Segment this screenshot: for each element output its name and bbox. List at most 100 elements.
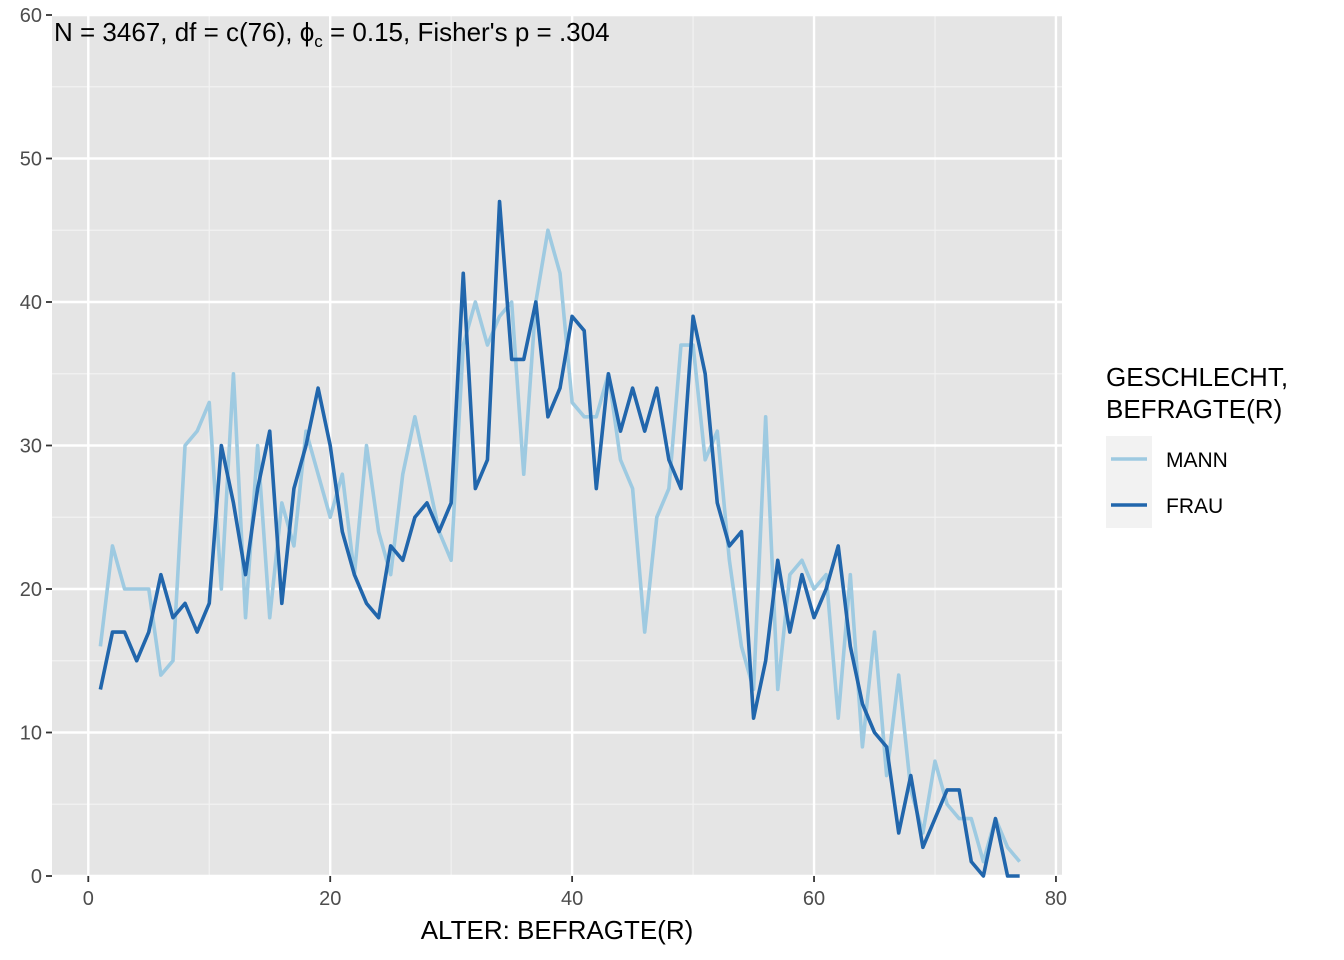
grid-major bbox=[52, 13, 1062, 878]
data-point-frau bbox=[135, 659, 138, 662]
data-point-frau bbox=[861, 702, 864, 705]
x-axis: 0 20 40 60 80 bbox=[83, 876, 1067, 910]
data-point-frau bbox=[196, 631, 199, 634]
data-point-frau bbox=[788, 631, 791, 634]
data-point-frau bbox=[643, 430, 646, 433]
data-point-frau bbox=[873, 731, 876, 734]
data-point-frau bbox=[595, 487, 598, 490]
y-axis: 0 10 20 30 40 50 60 bbox=[20, 5, 52, 888]
legend: GESCHLECHT, BEFRAGTE(R) MANN FRAU bbox=[1106, 362, 1288, 528]
data-point-mann bbox=[99, 645, 102, 648]
data-point-frau bbox=[438, 530, 441, 533]
data-point-mann bbox=[486, 344, 489, 347]
data-point-frau bbox=[377, 616, 380, 619]
data-point-frau bbox=[764, 659, 767, 662]
data-point-mann bbox=[970, 817, 973, 820]
data-point-mann bbox=[571, 401, 574, 404]
annotation-phi-sub: c bbox=[314, 32, 323, 51]
data-point-frau bbox=[365, 602, 368, 605]
data-point-frau bbox=[292, 487, 295, 490]
data-point-mann bbox=[740, 645, 743, 648]
data-point-frau bbox=[716, 501, 719, 504]
data-point-frau bbox=[123, 631, 126, 634]
data-point-mann bbox=[184, 444, 187, 447]
data-point-mann bbox=[341, 473, 344, 476]
legend-label-frau: FRAU bbox=[1166, 495, 1223, 518]
data-point-frau bbox=[752, 717, 755, 720]
data-point-mann bbox=[813, 588, 816, 591]
data-point-frau bbox=[474, 487, 477, 490]
data-point-frau bbox=[583, 329, 586, 332]
data-point-mann bbox=[583, 415, 586, 418]
data-point-mann bbox=[413, 415, 416, 418]
data-point-mann bbox=[522, 473, 525, 476]
data-point-mann bbox=[401, 473, 404, 476]
data-point-frau bbox=[220, 444, 223, 447]
data-point-frau bbox=[800, 573, 803, 576]
x-tick-label: 20 bbox=[319, 888, 341, 910]
series-layer bbox=[98, 199, 1022, 878]
data-point-mann bbox=[1006, 846, 1009, 849]
data-point-mann bbox=[474, 301, 477, 304]
data-point-mann bbox=[861, 745, 864, 748]
data-point-frau bbox=[184, 602, 187, 605]
y-tick-label: 20 bbox=[20, 579, 42, 601]
data-point-mann bbox=[462, 344, 465, 347]
series-line-mann bbox=[98, 228, 1022, 864]
data-point-mann bbox=[631, 487, 634, 490]
data-point-frau bbox=[813, 616, 816, 619]
data-point-mann bbox=[498, 315, 501, 318]
data-point-mann bbox=[679, 344, 682, 347]
data-point-frau bbox=[837, 544, 840, 547]
data-point-frau bbox=[1018, 875, 1021, 878]
data-point-frau bbox=[982, 875, 985, 878]
data-point-frau bbox=[740, 530, 743, 533]
data-point-frau bbox=[994, 817, 997, 820]
data-point-frau bbox=[280, 602, 283, 605]
data-point-mann bbox=[667, 487, 670, 490]
data-point-mann bbox=[776, 688, 779, 691]
data-point-mann bbox=[716, 430, 719, 433]
data-point-frau bbox=[619, 430, 622, 433]
data-point-mann bbox=[425, 473, 428, 476]
data-point-frau bbox=[849, 645, 852, 648]
data-point-frau bbox=[232, 501, 235, 504]
data-point-frau bbox=[571, 315, 574, 318]
data-point-frau bbox=[825, 588, 828, 591]
data-point-frau bbox=[498, 200, 501, 203]
data-point-mann bbox=[800, 559, 803, 562]
data-point-mann bbox=[958, 817, 961, 820]
x-tick-label: 40 bbox=[561, 888, 583, 910]
data-point-frau bbox=[510, 358, 513, 361]
annotation-phi: ϕ bbox=[300, 17, 315, 47]
legend-title-line-2: BEFRAGTE(R) bbox=[1106, 394, 1282, 424]
data-point-mann bbox=[825, 573, 828, 576]
data-point-frau bbox=[329, 444, 332, 447]
data-point-frau bbox=[111, 631, 114, 634]
data-point-frau bbox=[958, 788, 961, 791]
data-point-frau bbox=[546, 415, 549, 418]
data-point-mann bbox=[619, 458, 622, 461]
data-point-mann bbox=[244, 616, 247, 619]
data-point-frau bbox=[607, 372, 610, 375]
data-point-mann bbox=[837, 717, 840, 720]
data-point-mann bbox=[196, 430, 199, 433]
legend-items: MANN FRAU bbox=[1106, 436, 1228, 528]
data-point-mann bbox=[704, 458, 707, 461]
data-point-frau bbox=[776, 559, 779, 562]
data-point-frau bbox=[413, 516, 416, 519]
x-tick-label: 0 bbox=[83, 888, 94, 910]
data-point-frau bbox=[450, 501, 453, 504]
data-point-frau bbox=[171, 616, 174, 619]
x-tick-label: 60 bbox=[803, 888, 825, 910]
y-tick-label: 0 bbox=[31, 866, 42, 888]
data-point-frau bbox=[268, 430, 271, 433]
data-point-frau bbox=[425, 501, 428, 504]
data-point-frau bbox=[885, 745, 888, 748]
data-point-mann bbox=[450, 559, 453, 562]
data-point-frau bbox=[909, 774, 912, 777]
data-point-frau bbox=[1006, 875, 1009, 878]
data-point-frau bbox=[897, 831, 900, 834]
data-point-frau bbox=[667, 458, 670, 461]
data-point-frau bbox=[244, 573, 247, 576]
